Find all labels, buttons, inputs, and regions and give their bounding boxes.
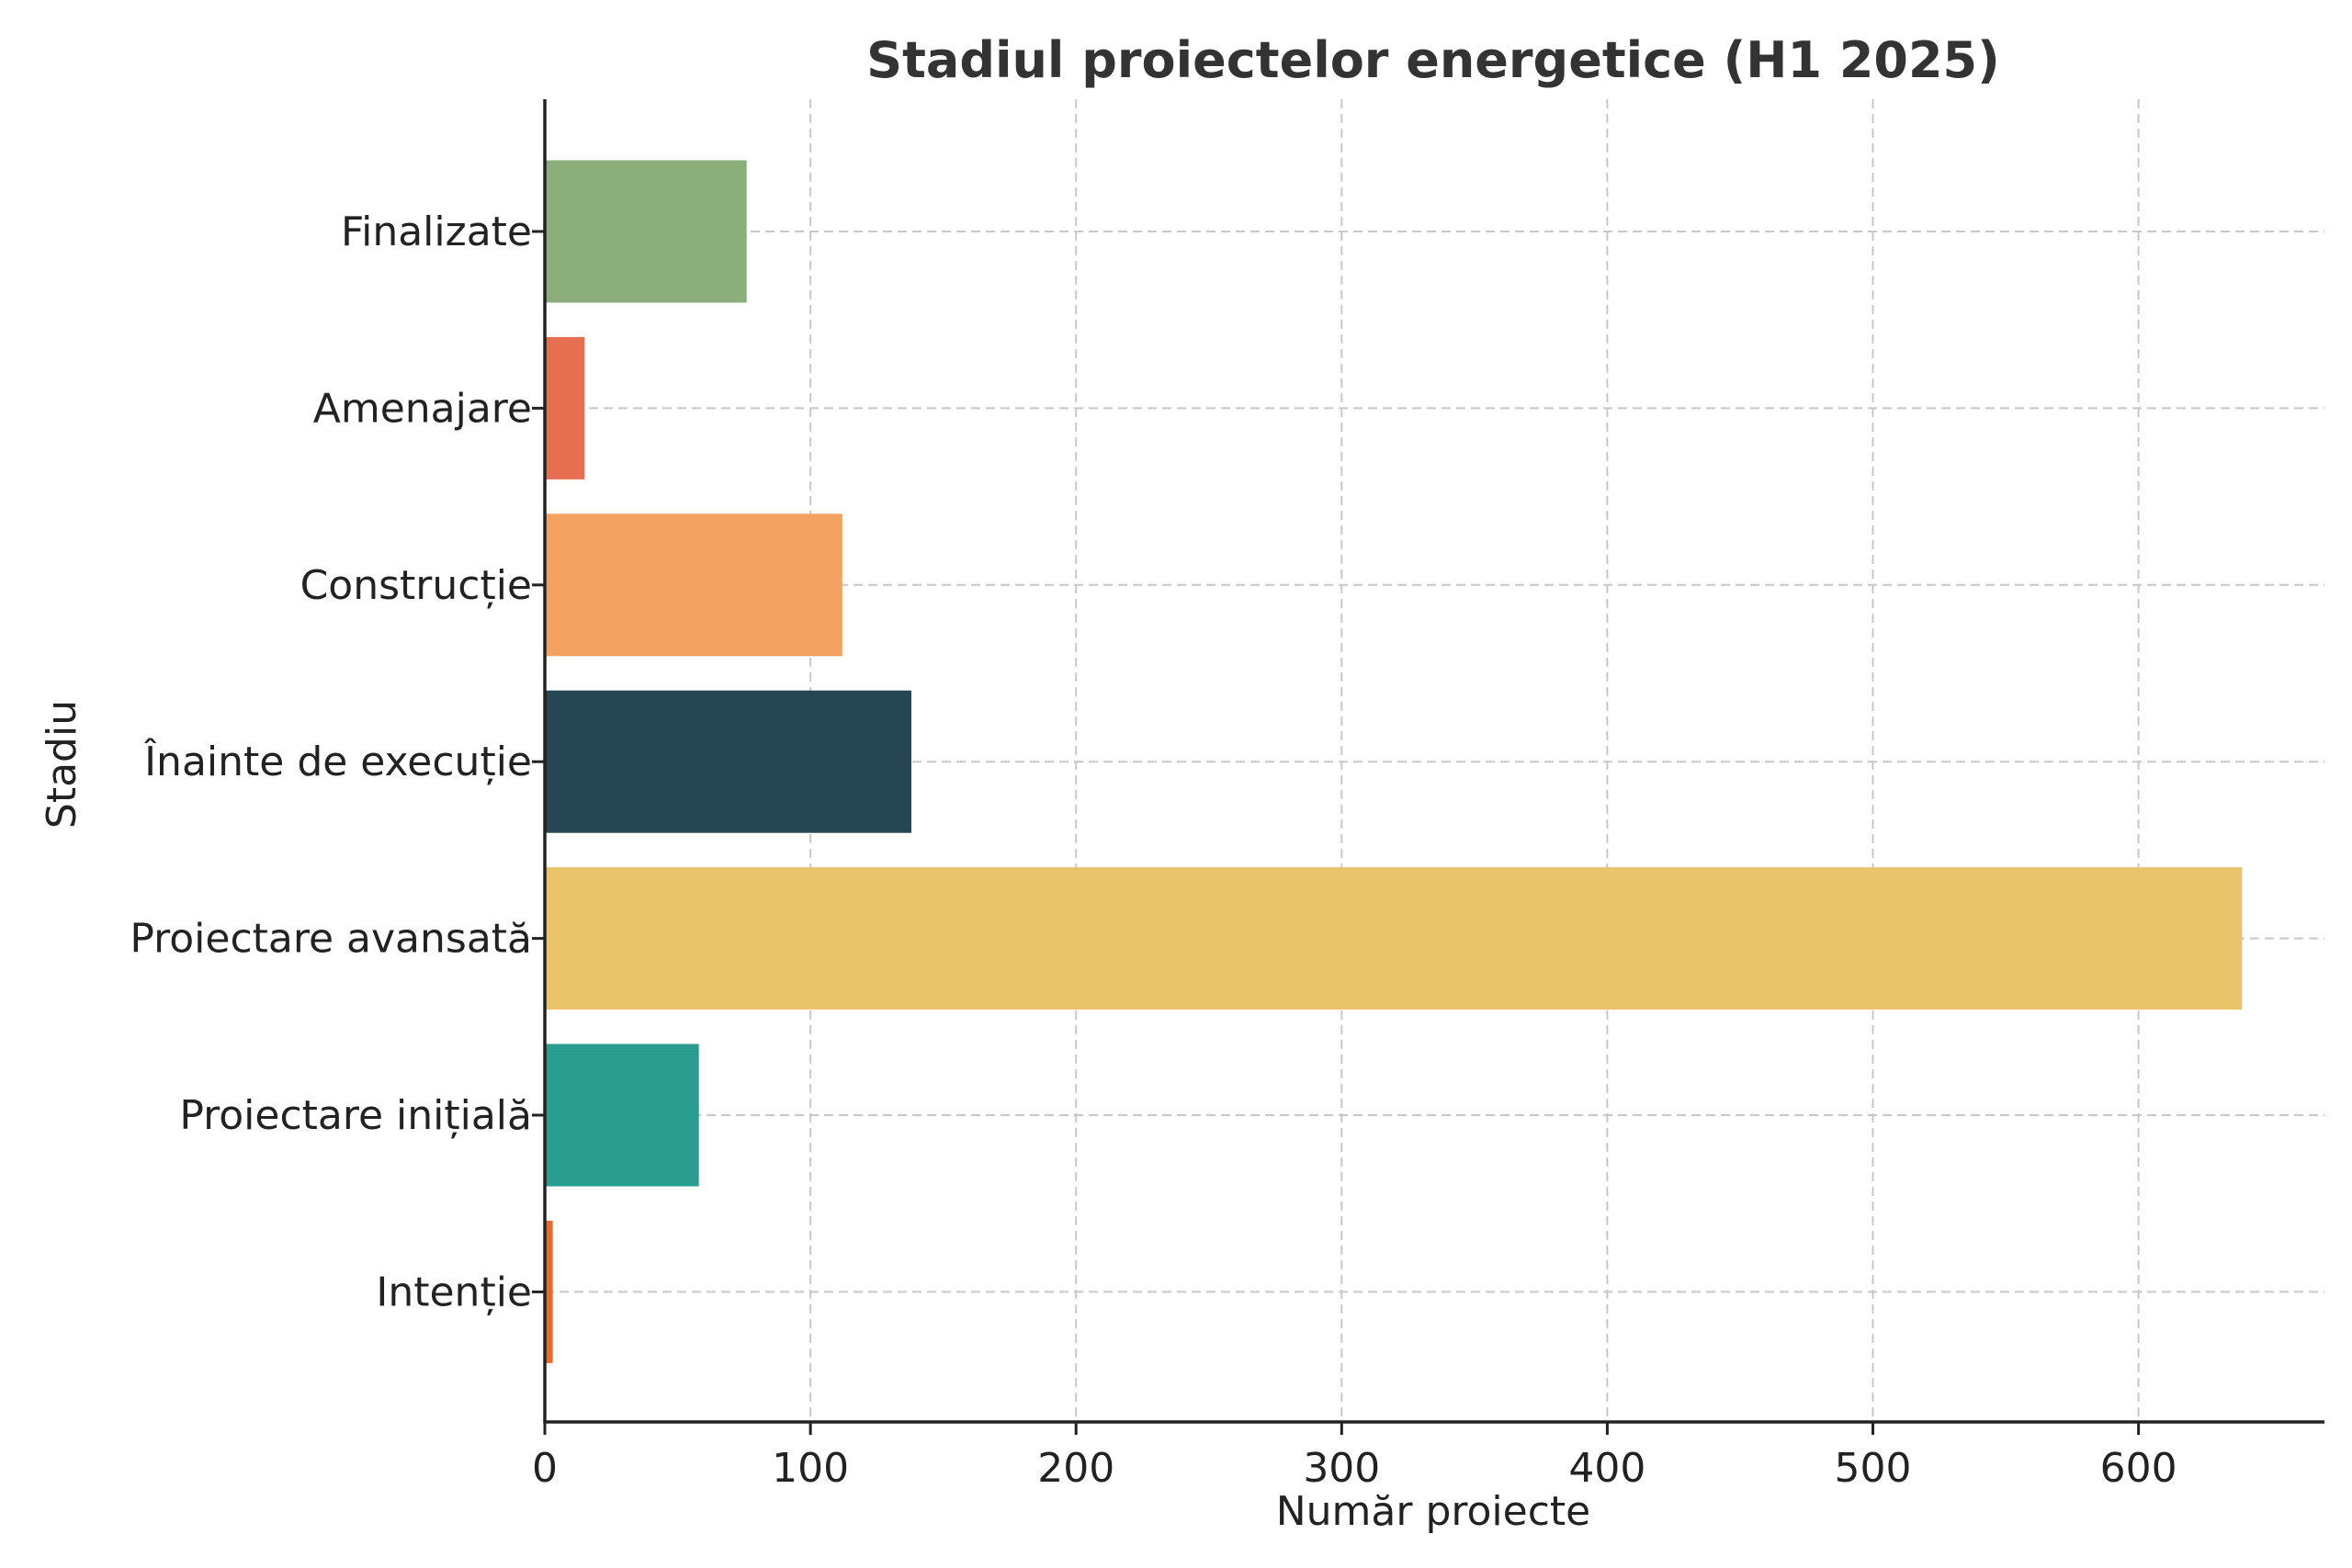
x-axis-title: Număr proiecte (1276, 1488, 1590, 1535)
bar-0 (545, 160, 747, 303)
chart-title: Stadiul proiectelor energetice (H1 2025) (866, 31, 2000, 89)
bar-6 (545, 1220, 553, 1363)
x-tick-label-2: 200 (1037, 1445, 1114, 1492)
bar-5 (545, 1043, 699, 1187)
x-tick-label-0: 0 (532, 1445, 558, 1492)
bar-3 (545, 690, 911, 833)
y-tick-label-2: Construcție (300, 562, 532, 609)
x-tick-label-1: 100 (772, 1445, 849, 1492)
x-tick-label-4: 400 (1568, 1445, 1645, 1492)
y-tick-label-1: Amenajare (313, 385, 532, 432)
y-axis-title: Stadiu (39, 700, 85, 829)
y-tick-label-0: Finalizate (341, 209, 532, 255)
bar-2 (545, 513, 842, 657)
x-tick-label-5: 500 (1835, 1445, 1912, 1492)
x-tick-label-3: 300 (1303, 1445, 1380, 1492)
bar-1 (545, 336, 585, 479)
bar-layer (545, 160, 2243, 1363)
y-tick-label-5: Proiectare inițială (179, 1092, 532, 1139)
bar-4 (545, 867, 2243, 1010)
y-tick-label-3: Înainte de execuție (143, 737, 532, 785)
y-tick-label-6: Intenție (376, 1269, 532, 1315)
axis-layer: 0 100 200 300 400 500 600 Finalizate Amenajare Co… (130, 99, 2324, 1492)
y-tick-label-4: Proiectare avansată (130, 916, 532, 963)
x-tick-label-6: 600 (2100, 1445, 2177, 1492)
